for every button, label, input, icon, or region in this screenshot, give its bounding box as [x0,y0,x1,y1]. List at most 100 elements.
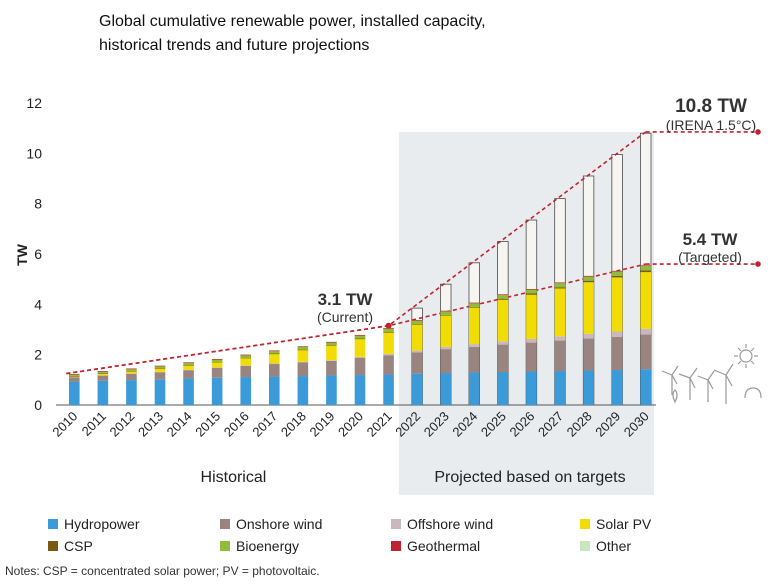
bar-segment-csp [97,373,109,374]
bar-segment-onshore_wind [326,360,337,376]
x-tick-label: 2015 [192,409,223,440]
chart-title-line-2: historical trends and future projections [99,37,369,54]
bar-segment-csp [411,323,423,325]
x-tick-label: 2019 [306,409,337,440]
bar-segment-hydropower [126,380,137,405]
current-marker [385,322,392,329]
bar-segment-onshore_wind [354,357,366,376]
bar-segment-onshore_wind [211,367,223,378]
bar-segment-geothermal [440,310,452,312]
bar-segment-hydropower [383,374,394,405]
bar-segment-hydropower [268,376,280,405]
region-label-projected: Projected based on targets [434,469,625,486]
bar-segment-bioenergy [97,371,109,374]
bar-segment-offshore_wind [97,375,109,376]
bar-segment-solar_pv [497,299,509,342]
bar-segment-csp [497,298,509,300]
x-tick-label: 2016 [221,409,252,440]
bar-segment-geothermal [383,328,394,329]
annotation-current-value: 3.1 TW [318,290,374,309]
bar-segment-onshore_wind [126,373,137,381]
bar-segment-onshore_wind [411,352,423,374]
bar-segment-geothermal [468,302,480,304]
legend-item-solar_pv: Solar PV [580,516,651,532]
bar-segment-geothermal [240,354,252,356]
bar-segment-geothermal [411,320,423,321]
bar-segment-offshore_wind [240,365,252,366]
legend-item-onshore_wind: Onshore wind [220,516,322,532]
legend-swatch [580,541,590,551]
bar-segment-hydropower [497,372,509,405]
bar-segment-hydropower [97,380,109,405]
legend-label: Other [596,538,632,554]
bar-segment-csp [354,338,366,340]
bar-segment-hydropower [326,375,337,405]
legend-swatch [391,541,401,551]
bar-segment-geothermal [68,373,80,375]
legend-item-csp: CSP [48,538,93,554]
bar-segment-solar_pv [297,349,309,362]
bar-segment-onshore_wind [640,334,652,370]
bar-segment-offshore_wind [383,353,394,356]
chart-notes: Notes: CSP = concentrated solar power; P… [5,564,320,578]
bar-segment-geothermal [354,334,366,336]
bar-segment-geothermal [526,289,537,290]
bar-segment-bioenergy [583,276,594,281]
bar-segment-solar_pv [468,307,480,345]
bars-group [68,265,652,405]
bar-segment-hydropower [68,381,80,405]
bar-segment-bioenergy [126,368,137,371]
bar-segment-solar_pv [126,370,137,374]
bar-segment-solar_pv [268,353,280,364]
bar-segment-bioenergy [68,374,80,376]
bar-segment-hydropower [440,373,452,405]
bar-segment-csp [583,280,594,283]
bar-segment-offshore_wind [268,363,280,365]
y-tick-label: 0 [34,397,42,413]
x-tick-label: 2012 [106,409,137,440]
bar-segment-csp [126,370,137,372]
y-tick-label: 2 [34,347,42,363]
bar-segment-solar_pv [183,365,194,370]
bar-segment-bioenergy [440,311,452,315]
legend-item-offshore_wind: Offshore wind [391,516,493,532]
bar-segment-hydropower [526,371,537,405]
y-axis: 0 2 4 6 8 10 12 [26,95,42,413]
y-tick-label: 4 [34,296,42,312]
x-tick-label: 2011 [79,409,109,439]
legend-label: CSP [64,538,93,554]
bar-segment-csp [68,375,80,377]
legend-swatch [48,519,58,529]
bar-segment-hydropower [297,376,309,405]
bar-segment-bioenergy [383,328,394,332]
bar-segment-hydropower [154,379,166,405]
bar-segment-geothermal [126,368,137,370]
bar-segment-solar_pv [154,368,166,372]
annotation-irena-label: (IRENA 1.5°C) [666,117,756,133]
bar-segment-csp [297,349,309,351]
trendlines-group [66,129,761,375]
bar-segment-bioenergy [554,282,566,288]
x-tick-label: 2021 [364,409,395,440]
bar-segment-hydropower [554,371,566,405]
annotation-targeted-label: (Targeted) [678,249,742,265]
x-tick-label: 2013 [135,409,166,440]
bar-segment-csp [611,275,623,278]
legend-label: Geothermal [407,538,481,554]
bar-segment-offshore_wind [497,341,509,345]
bar-segment-offshore_wind [297,361,309,363]
bar-segment-csp [440,314,452,316]
bar-segment-bioenergy [326,342,337,346]
bar-segment-csp [526,293,537,295]
bar-segment-solar_pv [97,373,109,376]
bar-segment-hydropower [240,377,252,405]
bar-segment-offshore_wind [68,376,80,378]
legend-swatch [48,541,58,551]
bar-segment-solar_pv [240,357,252,366]
x-tick-label: 2018 [278,409,309,440]
bar-segment-bioenergy [268,350,280,354]
bar-segment-geothermal [97,371,109,372]
annotation-current-label: (Current) [317,309,373,325]
legend-label: Bioenergy [236,538,300,554]
chart-title-line-1: Global cumulative renewable power, insta… [99,13,486,30]
